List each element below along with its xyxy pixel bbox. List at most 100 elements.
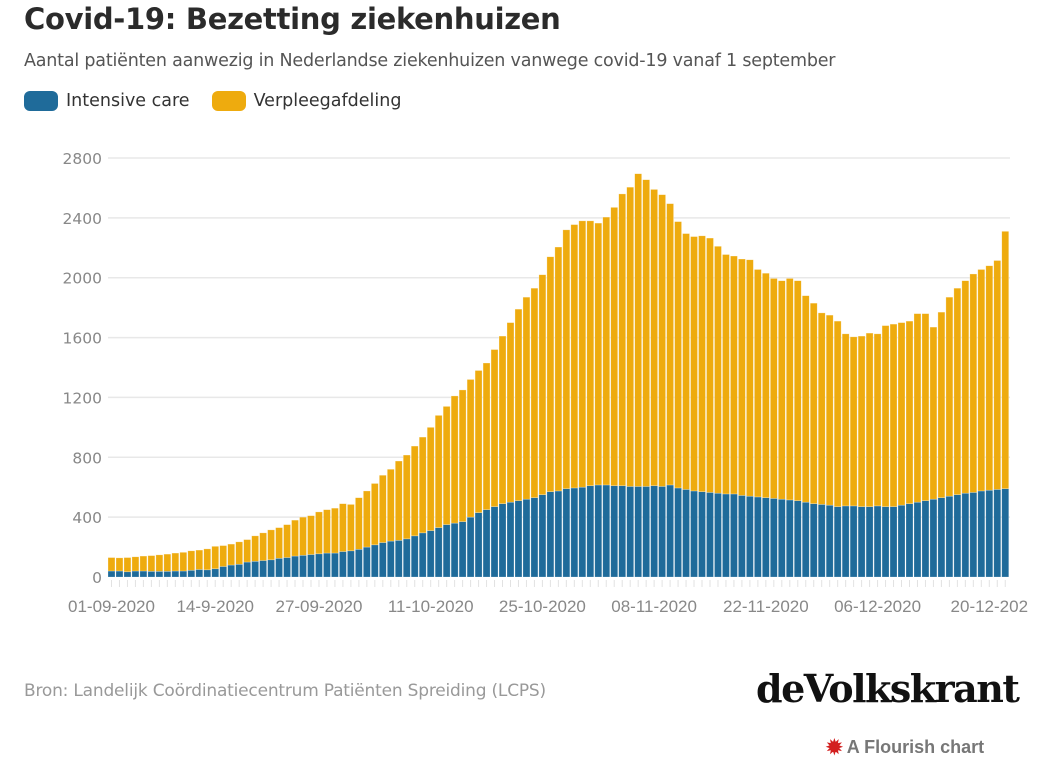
bar-verpleegafdeling[interactable] — [953, 287, 962, 495]
bar-verpleegafdeling[interactable] — [227, 543, 235, 566]
bar-verpleegafdeling[interactable] — [155, 554, 164, 572]
bar-verpleegafdeling[interactable] — [626, 186, 634, 487]
bar-verpleegafdeling[interactable] — [738, 258, 746, 496]
bar-intensive-care[interactable] — [578, 486, 587, 578]
bar-verpleegafdeling[interactable] — [857, 335, 866, 507]
bar-intensive-care[interactable] — [195, 569, 204, 578]
bar-intensive-care[interactable] — [466, 516, 475, 578]
bar-intensive-care[interactable] — [730, 493, 738, 578]
bar-intensive-care[interactable] — [562, 488, 571, 578]
bar-verpleegafdeling[interactable] — [538, 274, 547, 495]
bar-intensive-care[interactable] — [626, 486, 634, 578]
bar-intensive-care[interactable] — [969, 492, 978, 578]
bar-intensive-care[interactable] — [722, 493, 730, 578]
bar-verpleegafdeling[interactable] — [219, 545, 228, 567]
bar-intensive-care[interactable] — [307, 554, 315, 578]
bar-verpleegafdeling[interactable] — [347, 504, 355, 552]
bar-intensive-care[interactable] — [570, 487, 579, 578]
bar-verpleegafdeling[interactable] — [985, 265, 994, 491]
bar-verpleegafdeling[interactable] — [139, 555, 148, 572]
bar-intensive-care[interactable] — [147, 571, 156, 578]
bar-verpleegafdeling[interactable] — [961, 280, 970, 494]
bar-intensive-care[interactable] — [410, 535, 419, 578]
bar-intensive-care[interactable] — [538, 494, 547, 578]
bar-intensive-care[interactable] — [331, 552, 339, 578]
bar-intensive-care[interactable] — [131, 570, 140, 578]
bar-intensive-care[interactable] — [323, 552, 331, 578]
bar-verpleegafdeling[interactable] — [849, 336, 858, 507]
bar-intensive-care[interactable] — [961, 492, 970, 578]
bar-verpleegafdeling[interactable] — [410, 445, 419, 537]
bar-verpleegafdeling[interactable] — [666, 203, 674, 486]
bar-verpleegafdeling[interactable] — [275, 527, 283, 559]
bar-verpleegafdeling[interactable] — [610, 207, 619, 487]
bar-intensive-care[interactable] — [371, 544, 379, 578]
bar-intensive-care[interactable] — [778, 498, 786, 578]
bar-verpleegafdeling[interactable] — [945, 296, 954, 497]
bar-verpleegafdeling[interactable] — [163, 553, 172, 572]
bar-verpleegafdeling[interactable] — [642, 179, 650, 487]
bar-intensive-care[interactable] — [785, 499, 794, 578]
bar-intensive-care[interactable] — [155, 571, 164, 578]
bar-intensive-care[interactable] — [259, 560, 267, 578]
bar-verpleegafdeling[interactable] — [825, 314, 834, 506]
bar-verpleegafdeling[interactable] — [793, 280, 802, 501]
bar-intensive-care[interactable] — [267, 559, 275, 578]
bar-intensive-care[interactable] — [235, 563, 243, 578]
bar-intensive-care[interactable] — [881, 506, 890, 578]
bar-verpleegafdeling[interactable] — [283, 524, 291, 558]
bar-intensive-care[interactable] — [163, 571, 172, 578]
bar-verpleegafdeling[interactable] — [913, 313, 922, 503]
bar-intensive-care[interactable] — [227, 564, 235, 578]
bar-verpleegafdeling[interactable] — [586, 220, 595, 487]
bar-verpleegafdeling[interactable] — [554, 246, 563, 492]
bar-intensive-care[interactable] — [610, 485, 619, 578]
bar-verpleegafdeling[interactable] — [658, 194, 666, 487]
bar-intensive-care[interactable] — [363, 546, 371, 578]
bar-verpleegafdeling[interactable] — [841, 333, 850, 507]
bar-verpleegafdeling[interactable] — [889, 323, 898, 507]
bar-intensive-care[interactable] — [450, 522, 459, 578]
bar-verpleegafdeling[interactable] — [674, 221, 682, 489]
bar-verpleegafdeling[interactable] — [770, 278, 778, 499]
bar-verpleegafdeling[interactable] — [817, 312, 826, 505]
bar-verpleegafdeling[interactable] — [873, 333, 882, 507]
bar-verpleegafdeling[interactable] — [714, 245, 722, 494]
bar-verpleegafdeling[interactable] — [690, 236, 698, 492]
bar-verpleegafdeling[interactable] — [123, 557, 132, 573]
bar-verpleegafdeling[interactable] — [267, 529, 275, 561]
bar-intensive-care[interactable] — [897, 504, 906, 578]
bar-verpleegafdeling[interactable] — [730, 255, 738, 495]
bar-verpleegafdeling[interactable] — [921, 313, 930, 501]
bar-intensive-care[interactable] — [825, 504, 834, 578]
bar-intensive-care[interactable] — [658, 486, 666, 578]
bar-verpleegafdeling[interactable] — [682, 233, 690, 490]
bar-verpleegafdeling[interactable] — [299, 516, 307, 556]
bar-intensive-care[interactable] — [849, 505, 858, 578]
bar-verpleegafdeling[interactable] — [809, 302, 818, 504]
bar-intensive-care[interactable] — [115, 570, 124, 578]
bar-verpleegafdeling[interactable] — [147, 555, 156, 572]
bar-intensive-care[interactable] — [490, 506, 499, 578]
bar-verpleegafdeling[interactable] — [315, 511, 323, 555]
bar-verpleegafdeling[interactable] — [474, 370, 483, 513]
bar-verpleegafdeling[interactable] — [514, 308, 523, 501]
bar-verpleegafdeling[interactable] — [570, 224, 579, 489]
bar-verpleegafdeling[interactable] — [634, 173, 642, 487]
bar-verpleegafdeling[interactable] — [211, 546, 220, 570]
bar-intensive-care[interactable] — [107, 570, 116, 578]
bar-intensive-care[interactable] — [602, 484, 611, 578]
bar-intensive-care[interactable] — [937, 497, 946, 578]
bar-verpleegafdeling[interactable] — [331, 507, 339, 554]
bar-intensive-care[interactable] — [554, 490, 563, 578]
bar-verpleegafdeling[interactable] — [426, 427, 435, 531]
bar-verpleegafdeling[interactable] — [251, 535, 259, 562]
bar-verpleegafdeling[interactable] — [371, 483, 379, 546]
flourish-credit-link[interactable]: ✹ A Flourish chart — [826, 737, 984, 758]
bar-intensive-care[interactable] — [698, 491, 706, 578]
bar-verpleegafdeling[interactable] — [323, 509, 331, 554]
bar-intensive-care[interactable] — [746, 495, 754, 578]
bar-verpleegafdeling[interactable] — [746, 259, 754, 497]
bar-intensive-care[interactable] — [219, 566, 228, 578]
bar-verpleegafdeling[interactable] — [778, 280, 786, 500]
